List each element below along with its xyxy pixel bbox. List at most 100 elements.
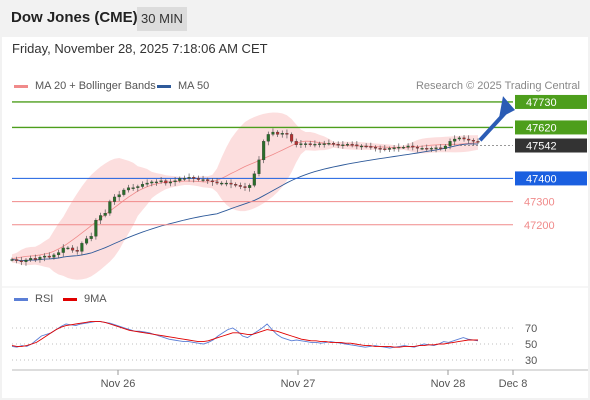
candle-body <box>215 181 219 184</box>
candle-body <box>332 143 336 145</box>
candle-body <box>266 134 270 142</box>
candle-body <box>80 243 84 252</box>
candle-body <box>243 186 247 188</box>
ma20-line <box>11 140 479 259</box>
candle-body <box>234 184 238 186</box>
candle-body <box>359 145 364 148</box>
candle-body <box>131 187 135 189</box>
rsi-ma-line <box>11 321 478 348</box>
timeframe-badge[interactable]: 30 MIN <box>137 7 187 31</box>
rsi-line <box>11 321 479 349</box>
candle-body <box>196 178 200 180</box>
candle-body <box>10 259 14 261</box>
forecast-arrow-head <box>499 96 515 119</box>
candle-body <box>145 182 149 185</box>
candle-body <box>164 180 168 184</box>
candle-body <box>38 257 42 260</box>
legend-swatch-9ma <box>63 297 77 301</box>
candle-body <box>103 213 107 216</box>
candle-body <box>453 138 457 142</box>
candle-body <box>47 255 51 258</box>
candle-body <box>387 148 391 150</box>
candle-body <box>117 194 121 198</box>
candle-body <box>43 255 47 258</box>
candle-body <box>364 145 368 148</box>
candle-body <box>425 148 429 150</box>
candle-body <box>126 187 131 191</box>
candle-body <box>122 189 126 195</box>
candle-body <box>434 147 438 149</box>
candle-body <box>401 146 405 149</box>
candle-body <box>192 177 196 179</box>
candle-body <box>415 146 419 149</box>
candle-body <box>178 178 182 181</box>
timestamp: Friday, November 28, 2025 7:18:06 AM CET <box>12 41 268 56</box>
candle-body <box>159 180 163 183</box>
price-label-47400: 47400 <box>526 173 557 185</box>
candle-body <box>71 247 75 251</box>
legend-swatch-ma20 <box>14 84 28 88</box>
legend-swatch-rsi <box>14 297 28 301</box>
candle-body <box>136 186 140 188</box>
candle-body <box>355 144 359 147</box>
candle-body <box>406 145 410 148</box>
candle-body <box>75 250 79 252</box>
candle-body <box>206 179 210 181</box>
price-tag-47730 <box>515 94 587 109</box>
candle-body <box>19 260 23 262</box>
candle-body <box>24 259 28 262</box>
candle-body <box>336 143 340 146</box>
candle-body <box>168 181 172 184</box>
candle-body <box>383 148 387 150</box>
price-tag-47542 <box>515 138 587 153</box>
candle-body <box>280 133 284 135</box>
candle-body <box>61 247 65 253</box>
legend-label-9ma: 9MA <box>84 293 107 305</box>
legend-label-rsi: RSI <box>35 293 54 305</box>
candle-body <box>229 182 233 185</box>
candle-body <box>392 147 396 149</box>
candle-body <box>29 258 33 261</box>
legend-ma20: MA 20 + Bollinger Bands <box>14 80 156 92</box>
price-label-47300: 47300 <box>524 197 555 209</box>
candle-body <box>439 147 443 149</box>
bollinger-band <box>12 112 478 280</box>
candle-body <box>304 143 308 145</box>
candle-body <box>318 143 322 145</box>
candle-body <box>476 141 480 143</box>
price-label-47542: 47542 <box>526 141 557 153</box>
candle-body <box>467 138 471 141</box>
candle-body <box>52 254 56 258</box>
candle-body <box>373 146 378 149</box>
legend-ma50: MA 50 <box>157 80 209 92</box>
legend-swatch-ma50 <box>157 84 171 88</box>
candle-body <box>224 182 228 185</box>
time-label-3: Dec 8 <box>499 378 528 390</box>
candle-body <box>471 140 475 142</box>
price-label-47200: 47200 <box>524 220 555 232</box>
candle-body <box>429 148 433 150</box>
candle-body <box>457 137 461 140</box>
candle-body <box>378 148 382 150</box>
candle-body <box>313 143 317 146</box>
candle-body <box>276 131 280 135</box>
candle-body <box>108 201 112 214</box>
candle-body <box>462 137 466 140</box>
candle-body <box>299 143 303 145</box>
legend-9ma: 9MA <box>63 293 107 305</box>
candle-body <box>285 133 289 135</box>
candle-body <box>350 143 354 146</box>
candle-body <box>257 159 261 174</box>
candle-body <box>220 182 224 185</box>
candle-body <box>271 131 275 135</box>
candle-body <box>341 144 345 146</box>
candle-body <box>201 179 205 181</box>
candle-body <box>57 252 61 256</box>
candle-body <box>15 259 19 261</box>
candle-body <box>94 219 98 237</box>
rsi-level-label-70: 70 <box>525 323 537 335</box>
price-label-47620: 47620 <box>526 122 557 134</box>
candle-body <box>448 141 452 147</box>
candle-body <box>248 185 252 188</box>
